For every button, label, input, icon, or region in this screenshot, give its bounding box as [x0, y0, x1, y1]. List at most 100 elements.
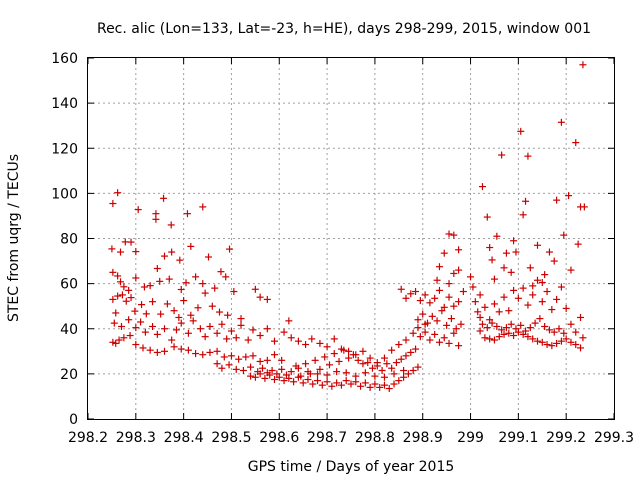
- data-point: [194, 304, 202, 312]
- data-point: [416, 333, 424, 341]
- x-tick-label: 298.2: [68, 430, 108, 446]
- data-point: [220, 353, 228, 361]
- data-point: [431, 294, 439, 302]
- data-point: [126, 332, 134, 340]
- data-point: [376, 383, 384, 391]
- data-point: [157, 310, 165, 318]
- data-point: [161, 347, 169, 355]
- data-point: [445, 339, 453, 347]
- x-tick-label: 299.1: [498, 430, 538, 446]
- data-point: [409, 366, 417, 374]
- data-point: [323, 371, 331, 379]
- data-point: [131, 307, 139, 315]
- data-point: [533, 276, 541, 284]
- data-point: [498, 151, 506, 159]
- data-point: [440, 334, 448, 342]
- data-point: [333, 379, 341, 387]
- data-point: [232, 334, 240, 342]
- data-point: [132, 274, 140, 282]
- data-point: [192, 273, 200, 281]
- x-tick-label: 298.5: [211, 430, 251, 446]
- data-point: [156, 277, 164, 285]
- data-point: [445, 280, 453, 288]
- data-point: [392, 359, 400, 367]
- data-point: [500, 293, 508, 301]
- data-point: [170, 307, 178, 315]
- data-point: [325, 361, 333, 369]
- data-point: [270, 351, 278, 359]
- data-point: [199, 280, 207, 288]
- data-point: [287, 334, 295, 342]
- data-point: [112, 309, 120, 317]
- data-point: [507, 320, 515, 328]
- data-point: [574, 240, 582, 248]
- data-point: [407, 290, 415, 298]
- data-point: [555, 325, 563, 333]
- data-point: [567, 266, 575, 274]
- data-point: [577, 344, 585, 352]
- data-point: [373, 362, 381, 370]
- data-points: [108, 61, 588, 393]
- data-point: [134, 206, 142, 214]
- data-point: [347, 380, 355, 388]
- data-point: [364, 359, 372, 367]
- data-point: [510, 286, 518, 294]
- data-point: [383, 360, 391, 368]
- data-point: [225, 361, 233, 369]
- data-point: [517, 321, 525, 329]
- data-point: [357, 382, 365, 390]
- x-tick-label: 299.2: [546, 430, 586, 446]
- data-point: [205, 253, 213, 261]
- data-point: [455, 342, 463, 350]
- data-point: [529, 282, 537, 290]
- data-point: [323, 343, 331, 351]
- plot-frame: [87, 57, 615, 420]
- data-point: [447, 315, 455, 323]
- data-point: [139, 344, 147, 352]
- data-point: [177, 285, 185, 293]
- data-point: [237, 321, 245, 329]
- data-point: [562, 335, 570, 343]
- data-point: [533, 337, 541, 345]
- data-point: [500, 264, 508, 272]
- data-point: [483, 213, 491, 221]
- data-point: [371, 372, 379, 380]
- data-point: [526, 324, 534, 332]
- data-point: [149, 298, 157, 306]
- data-point: [175, 313, 183, 321]
- data-point: [469, 283, 477, 291]
- data-point: [481, 303, 489, 311]
- data-point: [519, 284, 527, 292]
- data-point: [474, 308, 482, 316]
- data-point: [266, 371, 274, 379]
- data-point: [476, 327, 484, 335]
- data-point: [192, 350, 200, 358]
- data-point: [378, 366, 386, 374]
- data-point: [541, 322, 549, 330]
- data-point: [536, 315, 544, 323]
- data-point: [493, 232, 501, 240]
- y-tick-label: 80: [60, 232, 78, 248]
- data-point: [455, 266, 463, 274]
- data-point: [316, 365, 324, 373]
- data-point: [580, 203, 588, 211]
- data-point: [268, 366, 276, 374]
- data-point: [213, 347, 221, 355]
- data-point: [153, 348, 161, 356]
- data-point: [426, 336, 434, 344]
- x-tick-label: 298.9: [403, 430, 443, 446]
- data-point: [514, 294, 522, 302]
- y-tick-label: 120: [51, 141, 78, 157]
- data-point: [500, 330, 508, 338]
- data-point: [108, 245, 116, 253]
- x-axis-title: GPS time / Days of year 2015: [248, 459, 455, 475]
- data-point: [505, 307, 513, 315]
- data-point: [132, 248, 140, 256]
- data-point: [314, 377, 322, 385]
- data-point: [278, 356, 286, 364]
- data-point: [488, 256, 496, 264]
- data-point: [294, 337, 302, 345]
- data-point: [280, 328, 288, 336]
- data-point: [524, 152, 532, 160]
- data-point: [114, 189, 122, 197]
